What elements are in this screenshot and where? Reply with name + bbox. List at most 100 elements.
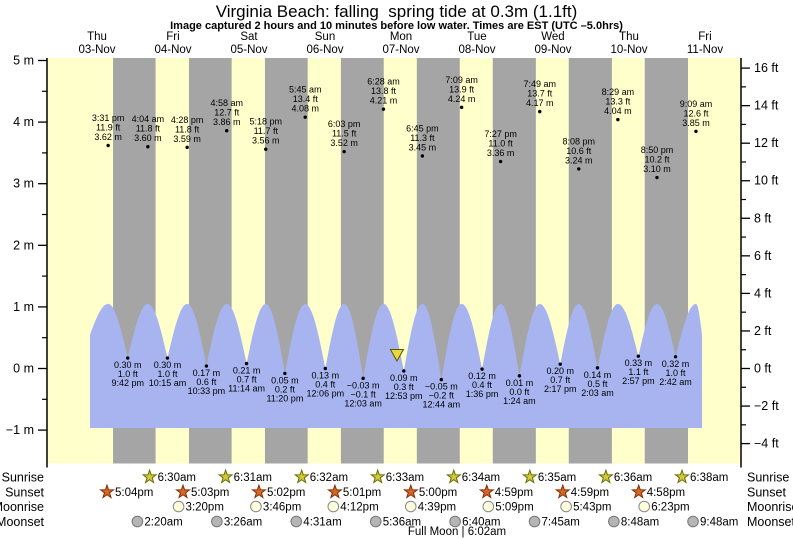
high-tide-point [538,109,542,114]
sunset-star-icon [175,483,191,499]
almanac-row-label-right: Sunset [747,486,786,500]
low-tide-point [402,369,406,373]
y-axis-right-label: −2 ft [754,399,779,413]
day-date-label: 05-Nov [230,44,267,56]
high-tide-ft-label: 13.3 ft [605,97,631,107]
moonset-circle-icon [449,515,461,528]
high-tide-point [420,154,425,158]
low-tide-time-label: 12:06 pm [307,388,345,398]
day-name-label: Fri [698,31,711,43]
high-tide-time-label: 5:18 pm [250,117,283,127]
sunset-star-icon [99,483,115,499]
moonrise-circle-icon [638,500,651,513]
low-tide-m-label: 0.13 m [312,370,340,380]
high-tide-m-label: 3.60 m [134,133,162,143]
high-tide-point [577,167,581,171]
almanac-row-label-left: Moonset [0,515,45,529]
almanac-event-time: 6:32am [310,472,348,484]
high-tide-time-label: 4:04 am [132,114,165,124]
almanac-event-time: 6:40am [462,517,500,529]
high-tide-point [225,129,229,133]
low-tide-ft-label: 0.7 ft [550,375,571,385]
low-tide-time-label: 10:33 pm [188,386,226,396]
high-tide-time-label: 4:28 pm [171,115,204,125]
tide-water-area [90,303,702,428]
high-tide-point [655,175,659,180]
high-tide-time-label: 5:45 am [289,85,322,95]
high-tide-m-label: 4.24 m [448,94,476,104]
high-tide-ft-label: 13.7 ft [527,89,553,99]
almanac-event-time: 5:43pm [573,502,611,514]
high-tide-point [303,115,307,119]
almanac-event-time: 6:33am [386,472,424,484]
almanac-event-time: 6:30am [158,472,196,484]
moonrise-circle-icon [560,500,572,513]
low-tide-time-label: 2:03 am [581,388,614,398]
high-tide-m-label: 3.45 m [409,142,437,152]
high-tide-point [694,129,698,134]
high-tide-point [459,105,464,110]
almanac-event-time: 4:31am [303,517,341,529]
low-tide-ft-label: 0.5 ft [587,379,608,389]
low-tide-m-label: 0.12 m [468,371,496,381]
day-date-label: 04-Nov [154,44,191,56]
almanac-event-time: 5:02pm [267,487,305,499]
almanac-event-time: 3:46pm [263,502,301,514]
almanac-event-time: 4:59pm [571,487,609,499]
moonset-circle-icon [290,515,303,528]
sunrise-star-icon [674,468,690,484]
low-tide-point [165,356,170,360]
low-tide-point [636,354,641,358]
low-tide-m-label: 0.33 m [625,358,653,368]
high-tide-ft-label: 12.7 ft [214,108,240,118]
low-tide-ft-label: 0.3 ft [394,382,415,392]
low-tide-point [204,364,209,368]
almanac-event-time: 5:04pm [115,487,153,499]
day-date-label: 08-Nov [458,44,495,56]
almanac-row-label-right: Moonrise [747,500,793,514]
low-tide-m-label: 0.30 m [154,360,182,370]
low-tide-point [517,374,522,378]
y-axis-left-label: 0 m [13,362,34,376]
moonset-circle-icon [211,515,223,528]
high-tide-m-label: 4.17 m [526,98,554,108]
high-tide-time-label: 6:03 pm [328,119,361,129]
y-axis-left-label: 4 m [13,115,34,129]
high-tide-ft-label: 10.2 ft [644,155,670,165]
day-date-label: 06-Nov [306,44,343,56]
high-tide-m-label: 4.04 m [604,106,632,116]
y-axis-right-label: 8 ft [754,211,772,225]
almanac-row-label-left: Sunrise [2,471,44,485]
high-tide-ft-label: 13.9 ft [449,84,475,94]
almanac-event-time: 5:09pm [495,502,533,514]
almanac-event-time: 3:26am [224,517,262,529]
y-axis-right-label: 16 ft [754,61,779,75]
low-tide-point [673,355,678,359]
low-tide-time-label: 2:57 pm [622,376,655,386]
high-tide-ft-label: 11.3 ft [410,133,435,143]
high-tide-m-label: 3.62 m [94,132,122,142]
low-tide-ft-label: 0.6 ft [196,377,217,387]
almanac-event-time: 6:23pm [651,502,689,514]
sunset-star-icon [554,483,571,499]
high-tide-m-label: 3.56 m [252,136,280,146]
high-tide-m-label: 4.08 m [291,104,319,114]
almanac-event-time: 4:12pm [340,502,378,514]
day-date-label: 11-Nov [687,44,723,56]
high-tide-ft-label: 11.8 ft [136,124,161,134]
low-tide-m-label: −0.05 m [425,382,458,392]
almanac-event-time: 4:58pm [647,487,685,499]
day-name-label: Fri [166,31,179,43]
almanac-event-time: 4:59pm [495,487,533,499]
y-axis-right-label: 10 ft [754,174,779,188]
high-tide-m-label: 3.24 m [565,155,593,165]
low-tide-m-label: 0.30 m [114,360,142,370]
day-name-label: Thu [87,31,107,43]
low-tide-ft-label: 0.4 ft [315,379,336,389]
low-tide-time-label: 1:24 am [503,396,536,406]
high-tide-time-label: 9:09 am [680,99,713,109]
day-name-label: Sat [240,31,258,43]
high-tide-time-label: 8:08 pm [562,136,595,146]
